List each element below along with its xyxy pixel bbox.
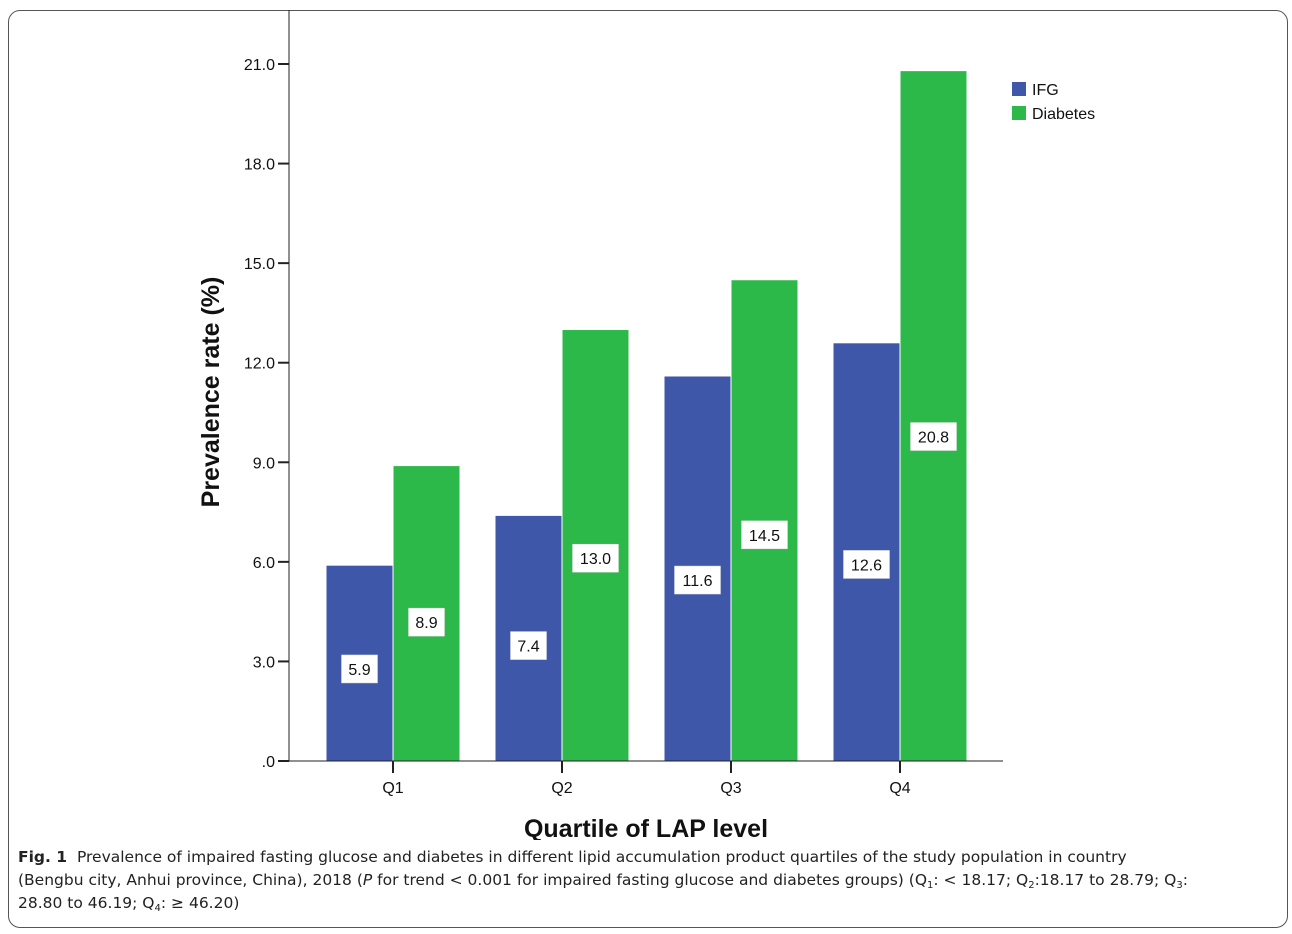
data-label-box (843, 550, 890, 579)
legend-swatch-diabetes (1012, 106, 1026, 120)
caption-text-1: Prevalence of impaired fasting glucose a… (76, 848, 1127, 866)
y-axis-title: Prevalence rate (%) (197, 277, 225, 508)
x-tick-label: Q3 (720, 780, 741, 797)
caption-fig-label: Fig. 1 (18, 848, 68, 866)
data-label: 14.5 (749, 528, 780, 545)
data-label-box (408, 607, 445, 637)
caption-text-2b: for trend < 0.001 for impaired fasting g… (372, 871, 928, 889)
data-label-box (341, 654, 378, 684)
x-tick-label: Q1 (382, 780, 403, 797)
caption-q2-text: :18.17 to 28.79; Q (1034, 871, 1177, 889)
figure-frame (8, 10, 1288, 928)
figure-caption: Fig. 1 Prevalence of impaired fasting gl… (18, 846, 1280, 915)
data-label: 12.6 (851, 557, 882, 574)
data-label-box (674, 565, 721, 595)
y-tick-label: 9.0 (253, 455, 275, 472)
y-tick-label: 12.0 (244, 356, 275, 373)
bar-chart: .0 3.0 6.0 9.0 12.0 15.0 18.0 21.0 5.9 7.4 11.6 12… (197, 10, 1095, 840)
caption-q4-sub: 4 (154, 903, 161, 914)
caption-line-3: 28.80 to 46.19; Q4: ≥ 46.20) (18, 892, 1280, 915)
caption-text-3: 28.80 to 46.19; Q (18, 894, 155, 912)
data-label-box (572, 543, 619, 573)
caption-q1-text: : < 18.17; Q (933, 871, 1029, 889)
y-tick-label: 18.0 (244, 157, 275, 174)
x-tick-label: Q2 (551, 780, 572, 797)
y-tick-label: 21.0 (244, 57, 275, 74)
data-label: 20.8 (918, 430, 949, 447)
caption-line-2: (Bengbu city, Anhui province, China), 20… (18, 869, 1280, 892)
caption-q1-sub: 1 (927, 880, 934, 891)
y-axis: .0 3.0 6.0 9.0 12.0 15.0 18.0 21.0 (244, 10, 290, 771)
data-label: 13.0 (580, 551, 611, 568)
data-label-box (741, 520, 788, 550)
caption-p-italic: P (362, 871, 373, 889)
bar-diabetes-q3 (730, 279, 799, 762)
data-label: 5.9 (348, 662, 370, 679)
legend-label-diabetes: Diabetes (1032, 106, 1095, 123)
caption-q3-text: : (1182, 871, 1188, 889)
data-label: 7.4 (517, 639, 539, 656)
y-tick-label: 6.0 (253, 555, 275, 572)
legend-swatch-ifg (1012, 82, 1026, 96)
caption-text-2a: (Bengbu city, Anhui province, China), 20… (18, 871, 363, 889)
data-label: 11.6 (683, 573, 713, 590)
caption-q4-text: : ≥ 46.20) (160, 894, 240, 912)
caption-q3-sub: 3 (1176, 880, 1183, 891)
x-axis-title: Quartile of LAP level (524, 815, 768, 840)
data-label-box (510, 631, 547, 660)
data-label-box (910, 422, 957, 451)
legend: IFG Diabetes (1012, 82, 1095, 123)
caption-q2-sub: 2 (1028, 880, 1035, 891)
y-tick-label: .0 (262, 754, 275, 771)
caption-line-1: Fig. 1 Prevalence of impaired fasting gl… (18, 846, 1280, 869)
x-axis: Q1 Q2 Q3 Q4 (289, 760, 1003, 797)
bar-diabetes-q4 (899, 70, 968, 762)
y-tick-label: 3.0 (253, 654, 275, 671)
bars (325, 70, 968, 762)
data-labels: 5.9 7.4 11.6 12.6 8.9 13.0 14.5 20.8 (341, 422, 957, 684)
x-tick-label: Q4 (889, 780, 910, 797)
legend-label-ifg: IFG (1032, 82, 1059, 99)
data-label: 8.9 (415, 615, 437, 632)
y-tick-label: 15.0 (244, 256, 275, 273)
